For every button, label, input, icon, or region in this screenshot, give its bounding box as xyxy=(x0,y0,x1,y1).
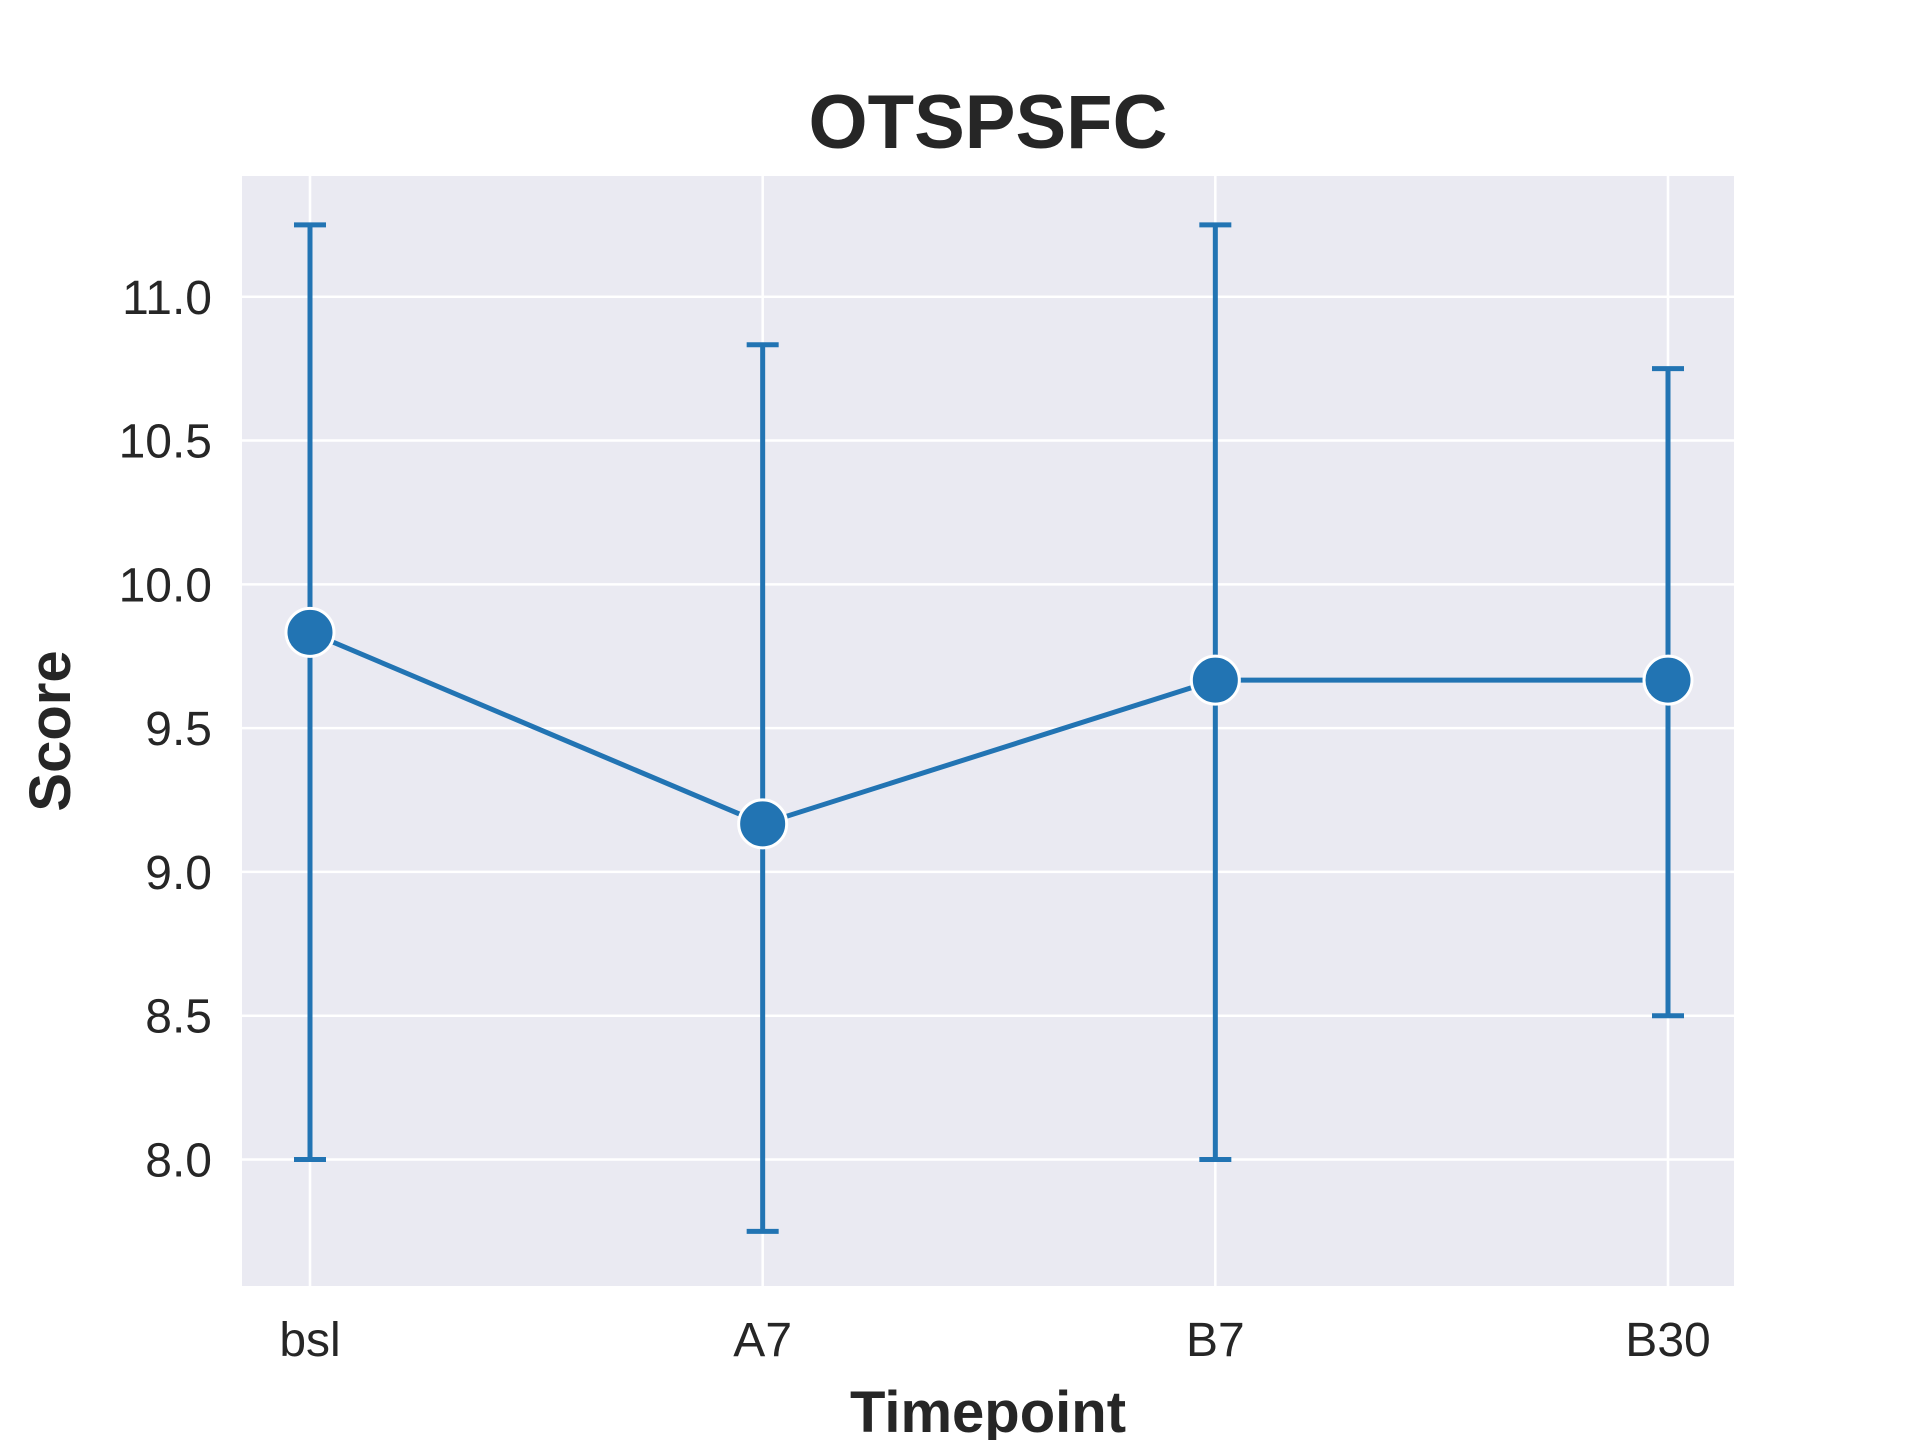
chart-title: OTSPSFC xyxy=(809,80,1168,165)
tick-labels: 8.0 8.5 9.0 9.5 10.0 10.5 11.0 bsl A7 B7 B30 xyxy=(119,272,1711,1367)
y-axis-label: Score xyxy=(18,650,83,811)
x-tick-label: B7 xyxy=(1186,1314,1245,1367)
x-axis-label: Timepoint xyxy=(850,1380,1126,1440)
y-tick-label: 8.0 xyxy=(145,1134,212,1187)
data-point xyxy=(737,798,789,850)
y-tick-label: 9.0 xyxy=(145,847,212,900)
plot-area xyxy=(242,176,1734,1286)
data-point xyxy=(284,606,336,658)
x-tick-label: bsl xyxy=(279,1314,340,1367)
x-tick-label: B30 xyxy=(1625,1314,1710,1367)
y-tick-label: 10.0 xyxy=(119,559,212,612)
data-point xyxy=(1642,654,1694,706)
y-tick-label: 9.5 xyxy=(145,703,212,756)
y-tick-label: 10.5 xyxy=(119,416,212,469)
y-tick-label: 11.0 xyxy=(122,272,212,325)
series-line xyxy=(309,630,1668,827)
data-point xyxy=(1189,654,1241,706)
y-tick-label: 8.5 xyxy=(145,991,212,1044)
series-group xyxy=(284,222,1694,1234)
x-tick-label: A7 xyxy=(733,1314,792,1367)
